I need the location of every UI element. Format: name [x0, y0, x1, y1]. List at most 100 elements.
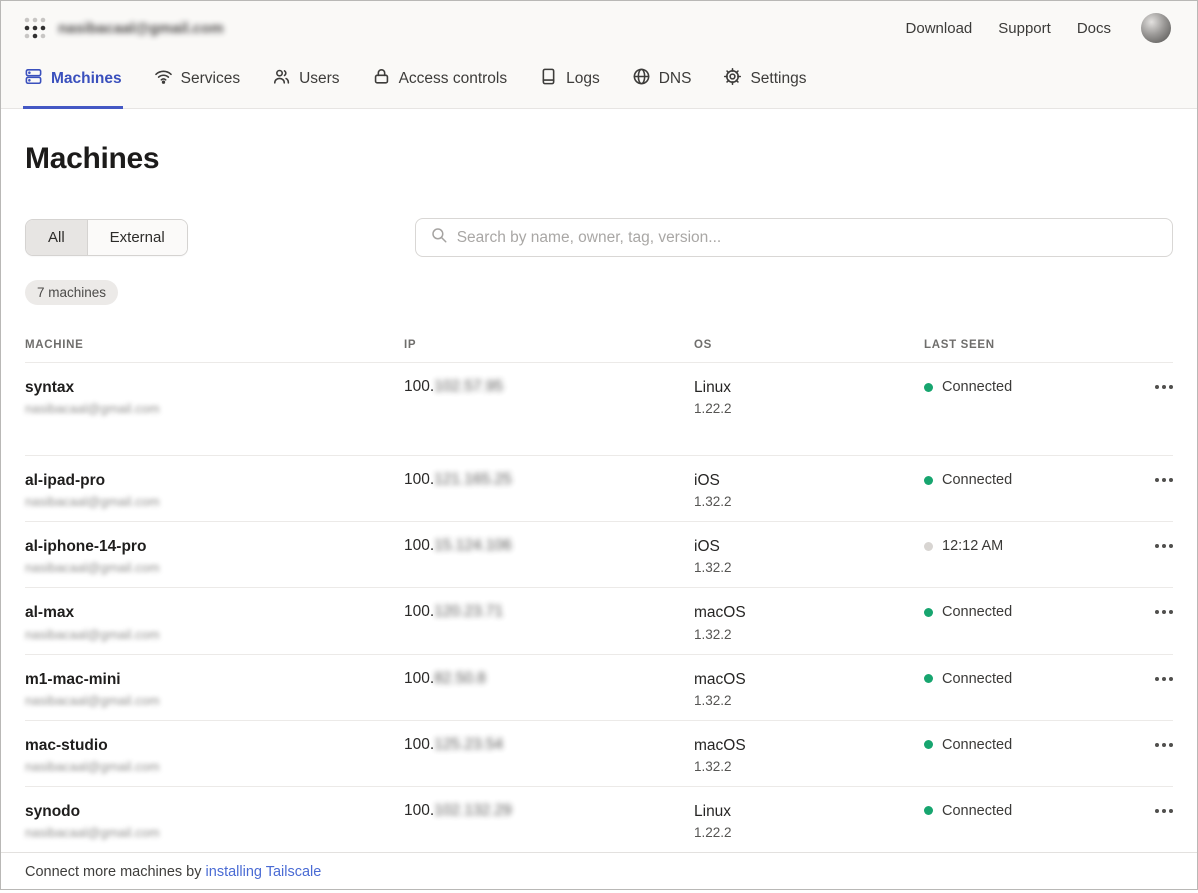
machine-name[interactable]: m1-mac-mini	[25, 670, 121, 688]
table-header-row: Machine IP OS Last seen	[25, 329, 1173, 363]
tab-machines[interactable]: Machines	[23, 53, 123, 109]
download-link[interactable]: Download	[905, 19, 973, 37]
tab-users[interactable]: Users	[271, 53, 340, 109]
status-dot	[924, 541, 933, 551]
column-header-os: OS	[694, 339, 712, 351]
filter-all-button[interactable]: All	[26, 220, 87, 255]
machine-name[interactable]: al-ipad-pro	[25, 472, 106, 490]
ip-cell: 100.102.57.95	[404, 378, 504, 395]
footer-text: Connect more machines by	[25, 863, 206, 880]
tab-label: Settings	[750, 70, 807, 87]
main-content: Machines All External 7 machines Machine…	[1, 109, 1197, 852]
brand[interactable]: nasibacaal@gmail.com	[23, 16, 224, 40]
client-version: 1.32.2	[694, 692, 732, 708]
tailscale-logo-icon	[23, 16, 47, 40]
gear-icon	[723, 67, 742, 91]
account-email: nasibacaal@gmail.com	[58, 19, 224, 37]
os-cell: Linux 1.22.2	[694, 802, 924, 840]
wifi-icon	[154, 67, 173, 91]
ip-cell: 100.120.23.71	[404, 603, 504, 621]
os-cell: macOS 1.32.2	[694, 603, 924, 641]
installing-tailscale-link[interactable]: installing Tailscale	[205, 863, 322, 880]
os-cell: macOS 1.32.2	[694, 736, 924, 774]
status-cell: 12:12 AM	[924, 537, 1129, 554]
os-cell: Linux 1.22.2	[694, 378, 924, 416]
lock-icon	[372, 67, 391, 91]
tab-services[interactable]: Services	[153, 53, 241, 109]
table-row: synodo nasibacaal@gmail.com 100.102.132.…	[25, 787, 1173, 852]
status-dot	[924, 674, 933, 684]
os-cell: iOS 1.32.2	[694, 537, 924, 575]
machine-cell[interactable]: al-max nasibacaal@gmail.com	[25, 603, 404, 641]
column-header-last-seen: Last seen	[924, 339, 995, 351]
machine-name[interactable]: syntax	[25, 379, 75, 396]
status-cell: Connected	[924, 471, 1129, 488]
topbar: nasibacaal@gmail.com Download Support Do…	[1, 1, 1197, 47]
machine-owner: nasibacaal@gmail.com	[25, 824, 160, 840]
page-footer: Connect more machines by installing Tail…	[1, 851, 1197, 893]
machine-cell[interactable]: al-ipad-pro nasibacaal@gmail.com	[25, 471, 404, 509]
filter-external-button[interactable]: External	[86, 220, 187, 255]
machine-cell[interactable]: m1-mac-mini nasibacaal@gmail.com	[25, 670, 404, 708]
status-text: Connected	[942, 604, 1013, 621]
tab-access-controls[interactable]: Access controls	[371, 53, 509, 109]
os-cell: iOS 1.32.2	[694, 471, 924, 509]
search-input[interactable]	[456, 228, 1158, 247]
table-row: mac-studio nasibacaal@gmail.com 100.125.…	[25, 721, 1173, 787]
row-menu-button[interactable]	[1129, 736, 1173, 747]
search-box[interactable]	[414, 218, 1173, 257]
machine-count-badge: 7 machines	[25, 280, 119, 305]
avatar[interactable]	[1141, 13, 1171, 43]
logs-icon	[539, 67, 558, 91]
client-version: 1.32.2	[694, 758, 732, 774]
machine-name[interactable]: synodo	[25, 802, 81, 820]
machine-name[interactable]: mac-studio	[25, 736, 108, 754]
tab-label: DNS	[658, 70, 692, 87]
table-row: m1-mac-mini nasibacaal@gmail.com 100.82.…	[25, 655, 1173, 721]
toolbar: All External	[25, 218, 1173, 257]
docs-link[interactable]: Docs	[1076, 19, 1111, 37]
row-menu-button[interactable]	[1129, 603, 1173, 615]
tab-logs[interactable]: Logs	[538, 53, 601, 109]
machine-cell[interactable]: synodo nasibacaal@gmail.com	[25, 802, 404, 840]
tab-dns[interactable]: DNS	[631, 53, 693, 109]
machines-table: Machine IP OS Last seen syntax nasibacaa…	[25, 329, 1173, 852]
machine-cell[interactable]: syntax nasibacaal@gmail.com	[25, 378, 404, 416]
machine-name[interactable]: al-iphone-14-pro	[25, 538, 147, 556]
client-version: 1.22.2	[694, 824, 732, 840]
status-text: Connected	[942, 472, 1013, 489]
status-text: Connected	[942, 670, 1013, 687]
table-row: syntax nasibacaal@gmail.com 100.102.57.9…	[25, 363, 1173, 457]
status-cell: Connected	[924, 670, 1129, 687]
status-text: 12:12 AM	[942, 538, 1004, 555]
ip-cell: 100.82.50.8	[404, 669, 486, 687]
ip-cell: 100.121.165.25	[404, 471, 512, 489]
row-menu-button[interactable]	[1129, 537, 1173, 549]
status-dot	[924, 806, 933, 816]
row-menu-button[interactable]	[1129, 378, 1173, 389]
row-menu-button[interactable]	[1129, 471, 1173, 483]
row-menu-button[interactable]	[1129, 670, 1173, 681]
table-row: al-iphone-14-pro nasibacaal@gmail.com 10…	[25, 522, 1173, 589]
machine-cell[interactable]: mac-studio nasibacaal@gmail.com	[25, 736, 404, 774]
users-icon	[272, 67, 291, 91]
client-version: 1.32.2	[694, 626, 732, 642]
machine-owner: nasibacaal@gmail.com	[25, 692, 160, 708]
support-link[interactable]: Support	[998, 19, 1051, 37]
header-region: nasibacaal@gmail.com Download Support Do…	[1, 1, 1197, 109]
status-cell: Connected	[924, 378, 1129, 395]
table-row: al-max nasibacaal@gmail.com 100.120.23.7…	[25, 588, 1173, 655]
tab-label: Users	[299, 70, 340, 87]
row-menu-button[interactable]	[1129, 802, 1173, 813]
tab-settings[interactable]: Settings	[722, 53, 807, 109]
status-dot	[924, 607, 933, 617]
status-text: Connected	[942, 736, 1013, 753]
globe-icon	[632, 67, 651, 91]
status-text: Connected	[942, 379, 1013, 395]
machine-filter-segmented-control: All External	[25, 219, 188, 256]
machine-owner: nasibacaal@gmail.com	[25, 560, 160, 576]
status-dot	[924, 740, 933, 750]
machine-cell[interactable]: al-iphone-14-pro nasibacaal@gmail.com	[25, 537, 404, 575]
machine-name[interactable]: al-max	[25, 604, 75, 622]
page-title: Machines	[25, 142, 160, 175]
